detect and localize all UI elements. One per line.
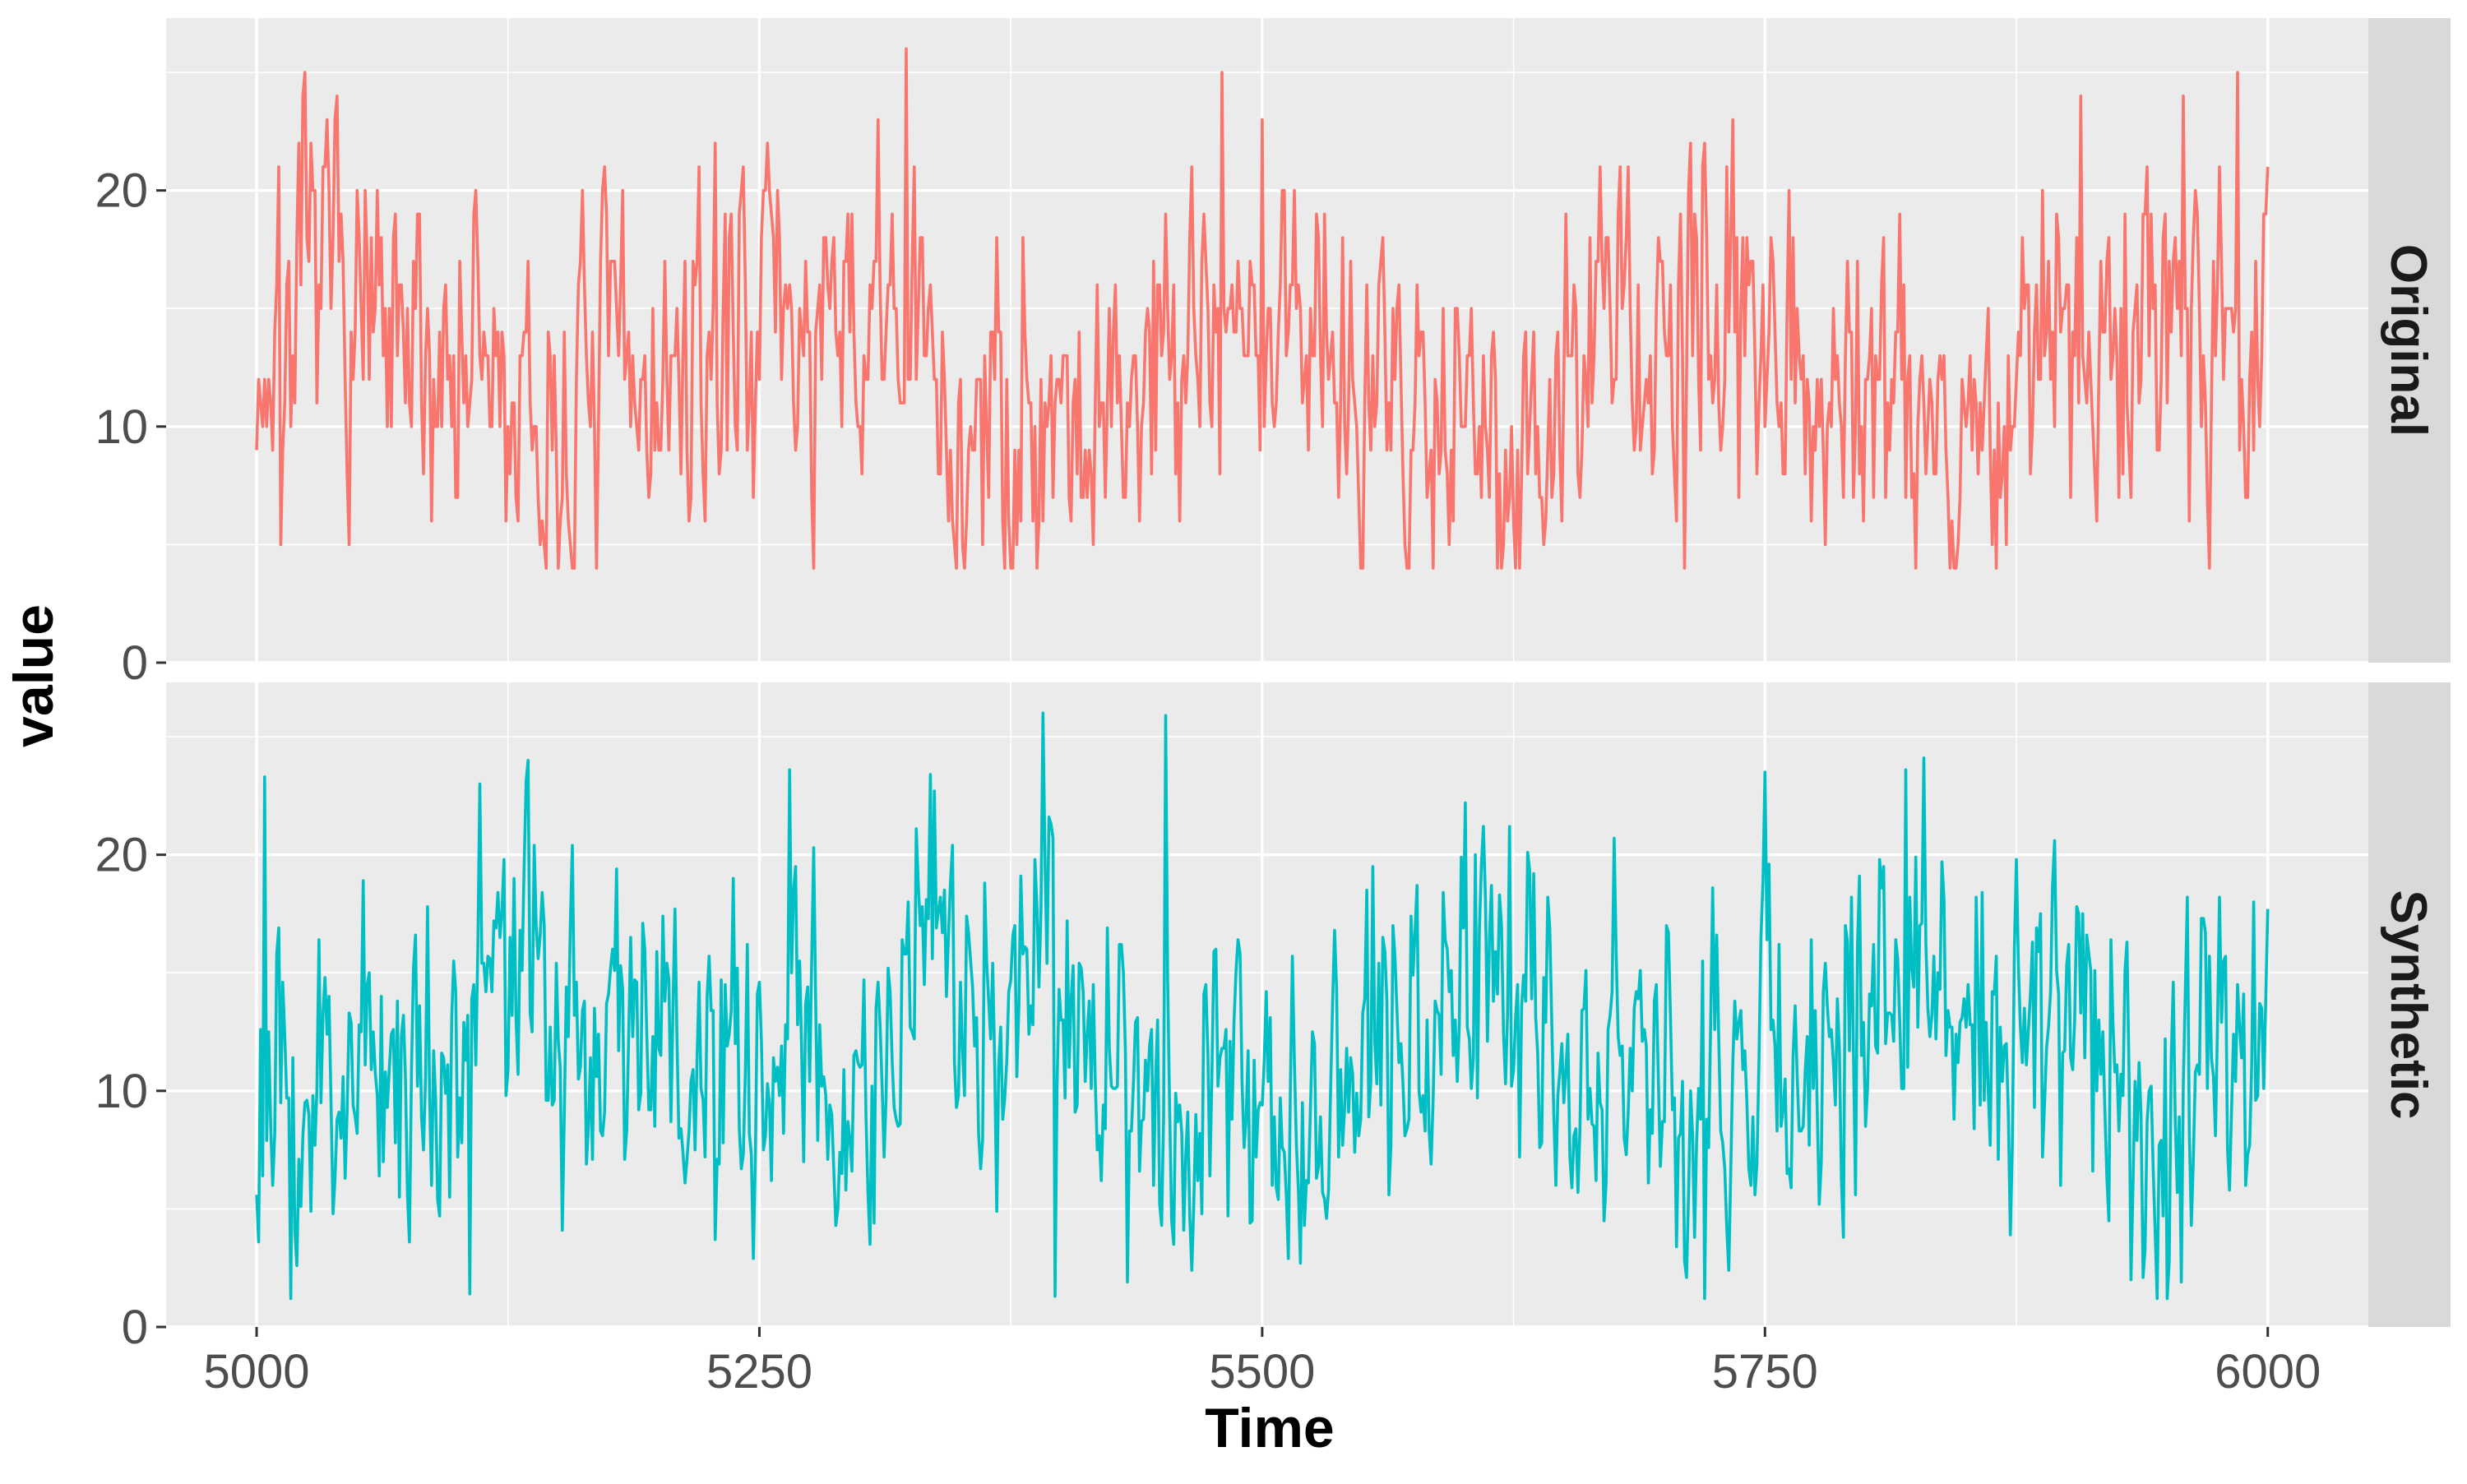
y-tick-label: 10 <box>95 1065 148 1118</box>
x-axis-title: Time <box>1205 1397 1334 1459</box>
facet-strip <box>2368 682 2451 1327</box>
x-tick-label: 5000 <box>204 1345 310 1398</box>
series-line-original <box>255 47 2270 570</box>
x-tick-label: 6000 <box>2215 1345 2321 1398</box>
x-tick-label: 5750 <box>1712 1345 1818 1398</box>
y-tick-label: 20 <box>95 164 148 218</box>
facet-strip-label: Original <box>2380 244 2437 437</box>
y-tick-label: 0 <box>122 1301 148 1354</box>
y-axis-title: value <box>2 604 65 747</box>
series-line-synthetic <box>255 711 2270 1301</box>
y-tick-label: 20 <box>95 829 148 882</box>
y-tick-label: 10 <box>95 400 148 454</box>
x-tick-label: 5500 <box>1209 1345 1315 1398</box>
facet-strip <box>2368 18 2451 663</box>
panel-synthetic: 0 10 20 Synthetic <box>95 682 2451 1354</box>
facet-strip-label: Synthetic <box>2380 890 2437 1119</box>
panel-original: 0 10 20 Original <box>95 18 2451 690</box>
x-tick-label: 5250 <box>706 1345 812 1398</box>
y-tick-label: 0 <box>122 636 148 690</box>
